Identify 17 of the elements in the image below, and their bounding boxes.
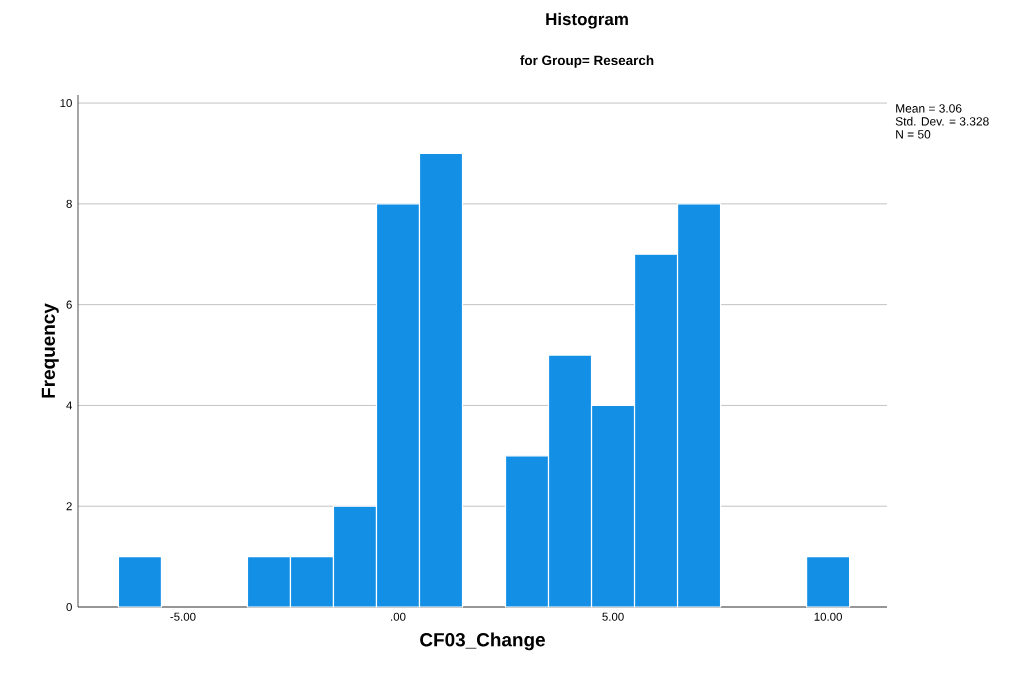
x-tick-label: -5.00 [170,612,196,621]
x-tick-label: .00 [391,612,406,621]
text: Std. Dev. = 3.328 [895,116,989,126]
y-axis-title: Frequency [41,303,59,398]
x-axis-title: CF03_Change [420,632,545,651]
y-tick-label: 10 [60,99,72,108]
text: N = 50 [896,130,931,139]
y-tick-label: 0 [66,602,72,612]
chart-subtitle: for Group= Research [520,55,654,68]
x-tick-label: 10.00 [814,612,842,621]
y-tick-label: 8 [66,199,72,208]
text: Mean = 3.06 [896,104,962,113]
chart-title: Histogram [546,12,628,29]
x-tick-label: 5.00 [602,612,624,621]
y-tick-label: 6 [66,300,72,309]
y-tick-label: 2 [66,502,72,511]
y-tick-label: 4 [66,401,73,410]
